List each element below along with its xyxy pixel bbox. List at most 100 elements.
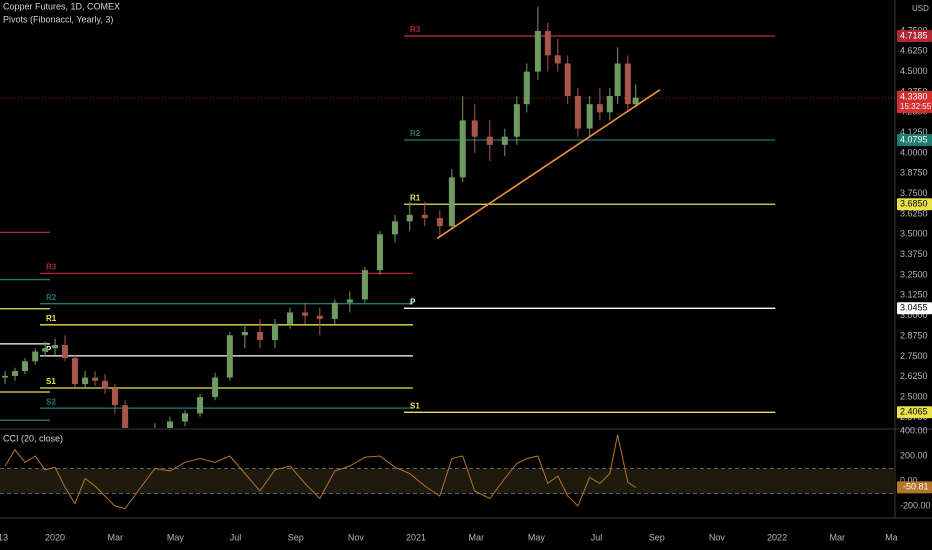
cci-tick-label: 200.00	[900, 450, 928, 460]
candle-body	[614, 63, 621, 97]
y-tick-label: 4.0000	[900, 147, 928, 157]
pivot-label: P	[46, 345, 52, 354]
axis-tag-label: 3.0455	[900, 303, 928, 313]
axis-tag-label: 2.4065	[900, 407, 928, 417]
indicator-title: Pivots (Fibonacci, Yearly, 3)	[3, 14, 113, 24]
pivot-label: P	[410, 297, 416, 306]
pivot-label: R2	[46, 293, 57, 302]
candle-body	[421, 214, 428, 219]
candle-body	[122, 405, 129, 428]
candle-body	[361, 270, 368, 300]
last-price-time: 15:32:55	[900, 102, 932, 111]
y-tick-label: 4.6250	[900, 46, 928, 56]
candle-body	[82, 377, 89, 385]
candle-body	[392, 221, 399, 235]
pivot-label: R3	[410, 25, 421, 34]
x-tick-label: May	[528, 532, 546, 542]
chart-title: Copper Futures, 1D, COMEX	[3, 1, 120, 11]
candle-body	[12, 371, 19, 376]
candle-body	[486, 136, 493, 145]
y-tick-label: 2.8750	[900, 330, 928, 340]
x-tick-label: 13	[0, 532, 8, 542]
pivot-label: S1	[46, 377, 56, 386]
x-tick-label: Jul	[591, 532, 603, 542]
candle-body	[544, 30, 551, 56]
candle-body	[271, 323, 278, 341]
axis-tag	[897, 30, 932, 43]
axis-tag	[897, 406, 932, 419]
pivot-label: S1	[410, 401, 420, 410]
candle-body	[92, 377, 99, 381]
candle-body	[586, 104, 593, 129]
pivot-label: R1	[46, 314, 57, 323]
y-tick-label: 3.5000	[900, 229, 928, 239]
candle-body	[71, 358, 78, 385]
y-tick-label: 2.5000	[900, 391, 928, 401]
candle-body	[256, 331, 263, 341]
x-tick-label: Nov	[348, 532, 365, 542]
axis-tag-label: 4.0795	[900, 134, 928, 144]
y-tick-label: 3.3750	[900, 249, 928, 259]
candle-body	[376, 234, 383, 271]
cci-tag-label: -50.81	[903, 482, 929, 492]
candle-body	[406, 214, 413, 222]
y-tick-label: 3.0000	[900, 310, 928, 320]
candle-body	[513, 104, 520, 137]
candle-body	[111, 388, 118, 406]
candle-body	[287, 312, 294, 324]
candle-body	[166, 421, 173, 428]
candle-body	[523, 71, 530, 105]
cci-pane	[0, 434, 895, 510]
candle-body	[42, 348, 49, 352]
x-tick-label: May	[167, 532, 185, 542]
candle-body	[554, 55, 561, 64]
cci-tick-label: -200.00	[900, 500, 931, 510]
candle-body	[316, 315, 323, 319]
candle-body	[21, 361, 28, 372]
candle-body	[137, 438, 143, 446]
y-tick-label: 3.8750	[900, 168, 928, 178]
y-tick-label: 3.7500	[900, 188, 928, 198]
last-price-label: 4.3380	[900, 91, 928, 101]
candle-body	[632, 97, 639, 105]
candle-body	[564, 63, 571, 97]
x-tick-label: 2020	[45, 532, 65, 542]
x-tick-label: Sep	[288, 532, 304, 542]
axis-tag	[897, 134, 932, 147]
x-tick-label: Nov	[709, 532, 726, 542]
candle-body	[448, 177, 455, 227]
cci-line	[4, 434, 636, 510]
pivot-label: R1	[410, 193, 421, 202]
x-tick-label: Ma	[885, 532, 898, 542]
price-pane: R3 R2 R1 P S1 S2 R3 R2 R1 P S1	[0, 6, 895, 446]
x-tick-label: Mar	[107, 532, 123, 542]
pivot-label: R2	[410, 129, 421, 138]
x-tick-label: Mar	[468, 532, 484, 542]
y-tick-label: 4.1250	[900, 127, 928, 137]
axis-tag-label: 4.7185	[900, 30, 928, 40]
y-tick-label: 3.2500	[900, 269, 928, 279]
x-tick-label: 2021	[406, 532, 426, 542]
candle-body	[436, 218, 443, 227]
y-tick-label: 3.1250	[900, 290, 928, 300]
candle-body	[624, 63, 631, 105]
candle-body	[226, 335, 233, 378]
candle-body	[212, 377, 219, 398]
candle-body	[197, 397, 204, 414]
candle-body	[574, 96, 581, 129]
cci-tick-label: 0.00	[900, 475, 918, 485]
cci-tick-label: 400.00	[900, 425, 928, 435]
x-tick-label: 2022	[767, 532, 787, 542]
last-price-tag	[897, 90, 932, 113]
candle-body	[302, 312, 309, 316]
candle-body	[459, 120, 466, 178]
candle-body	[471, 120, 478, 137]
candle-body	[32, 351, 39, 362]
candle-body	[346, 299, 353, 303]
y-tick-label: 4.5000	[900, 66, 928, 76]
x-tick-label: Sep	[649, 532, 665, 542]
candle-body	[101, 380, 108, 389]
unit-label: USD	[912, 4, 929, 13]
axis-tag-label: 3.6850	[900, 199, 928, 209]
candle-body	[61, 345, 68, 359]
